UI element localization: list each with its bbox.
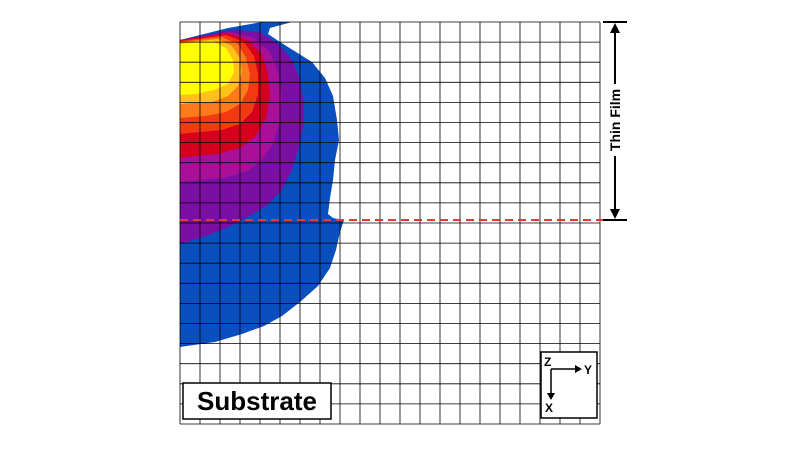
thin-film-label: Thin Film [607,89,623,151]
grid [179,21,601,425]
y-axis-label: Y [584,363,592,377]
thin-film-dimension: Thin Film [603,21,627,221]
dimension-arrow-down-icon [610,209,620,219]
dimension-arrow-up-icon [610,23,620,33]
z-axis-label: Z [544,355,551,369]
y-axis-arrow-icon [575,365,582,373]
x-axis-arrow-icon [547,393,555,400]
axes-triad: Z Y X [540,351,598,419]
x-axis-label: X [545,401,553,415]
temperature-contour-plume [180,22,344,347]
contour-level-yellow [180,41,234,95]
substrate-label-box: Substrate [182,382,332,420]
substrate-label: Substrate [197,386,317,416]
